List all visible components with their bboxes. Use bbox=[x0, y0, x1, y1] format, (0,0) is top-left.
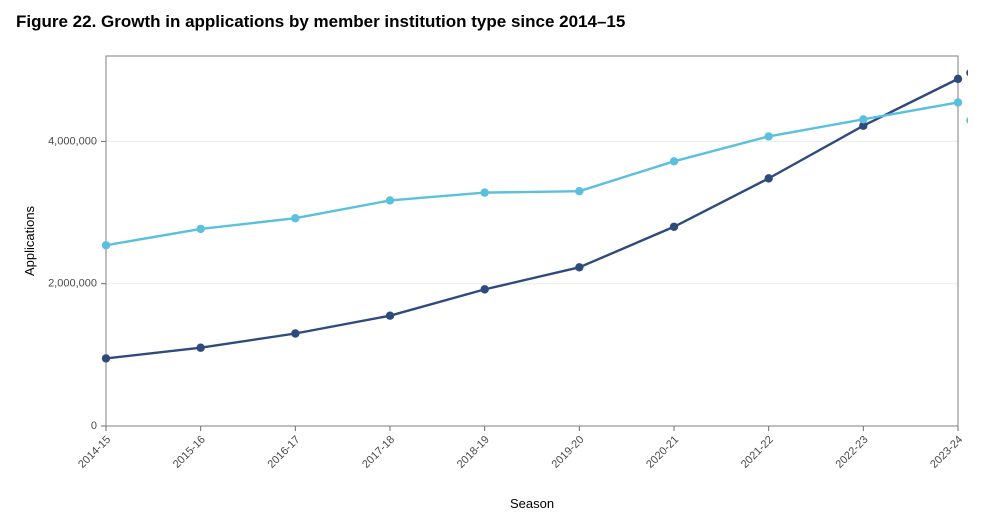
svg-text:2,000,000: 2,000,000 bbox=[48, 278, 97, 290]
series-marker-public bbox=[764, 174, 772, 182]
series-marker-private bbox=[764, 132, 772, 140]
line-chart: 02,000,0004,000,0002014-152015-162016-17… bbox=[14, 38, 968, 518]
figure-container: Figure 22. Growth in applications by mem… bbox=[0, 0, 982, 526]
series-marker-public bbox=[480, 285, 488, 293]
series-marker-public bbox=[575, 263, 583, 271]
svg-text:Season: Season bbox=[510, 496, 554, 511]
series-marker-public bbox=[102, 354, 110, 362]
series-marker-private bbox=[102, 241, 110, 249]
chart-area: 02,000,0004,000,0002014-152015-162016-17… bbox=[14, 38, 968, 518]
series-marker-public bbox=[670, 223, 678, 231]
series-marker-private bbox=[670, 157, 678, 165]
series-marker-private bbox=[386, 196, 394, 204]
series-marker-public bbox=[291, 329, 299, 337]
figure-title: Figure 22. Growth in applications by mem… bbox=[16, 12, 968, 32]
svg-text:Applications: Applications bbox=[22, 205, 37, 276]
series-marker-public bbox=[386, 312, 394, 320]
svg-text:0: 0 bbox=[91, 420, 97, 432]
series-marker-private bbox=[575, 187, 583, 195]
series-marker-public bbox=[196, 344, 204, 352]
series-marker-private bbox=[196, 225, 204, 233]
series-marker-private bbox=[480, 188, 488, 196]
series-marker-private bbox=[859, 115, 867, 123]
series-marker-public bbox=[954, 75, 962, 83]
svg-text:4,000,000: 4,000,000 bbox=[48, 135, 97, 147]
series-marker-private bbox=[954, 98, 962, 106]
series-marker-private bbox=[291, 214, 299, 222]
